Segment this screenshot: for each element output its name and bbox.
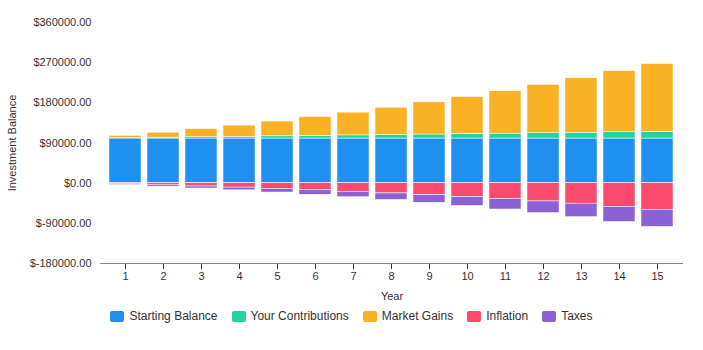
svg-text:6: 6 (312, 270, 318, 282)
html-text:Taxes: Taxes (561, 309, 593, 323)
svg-text:$-90000.00: $-90000.00 (36, 217, 92, 229)
html-text:Your Contributions: Your Contributions (250, 309, 349, 323)
svg-text:5: 5 (274, 270, 280, 282)
html-text:Inflation: Inflation (486, 309, 529, 323)
svg-text:10: 10 (461, 270, 473, 282)
svg-text:$90000.00: $90000.00 (40, 137, 92, 149)
svg-text:$270000.00: $270000.00 (33, 56, 91, 68)
svg-text:13: 13 (575, 270, 587, 282)
svg-text:12: 12 (537, 270, 549, 282)
svg-text:$360000.00: $360000.00 (33, 16, 91, 28)
svg-text:Year: Year (381, 290, 404, 302)
svg-text:2: 2 (160, 270, 166, 282)
svg-text:Investment Balance: Investment Balance (6, 95, 18, 192)
svg-text:$180000.00: $180000.00 (33, 96, 91, 108)
html-text:Market Gains: Market Gains (381, 309, 454, 323)
svg-text:1: 1 (122, 270, 128, 282)
svg-text:14: 14 (613, 270, 625, 282)
svg-text:9: 9 (426, 270, 432, 282)
svg-text:15: 15 (651, 270, 663, 282)
svg-text:8: 8 (388, 270, 394, 282)
svg-text:11: 11 (500, 270, 511, 282)
svg-text:4: 4 (236, 270, 242, 282)
svg-text:3: 3 (198, 270, 204, 282)
html-text:Starting Balance: Starting Balance (129, 309, 218, 323)
svg-text:7: 7 (350, 270, 356, 282)
svg-text:$0.00: $0.00 (64, 177, 92, 189)
svg-text:$-180000.00: $-180000.00 (30, 257, 92, 269)
